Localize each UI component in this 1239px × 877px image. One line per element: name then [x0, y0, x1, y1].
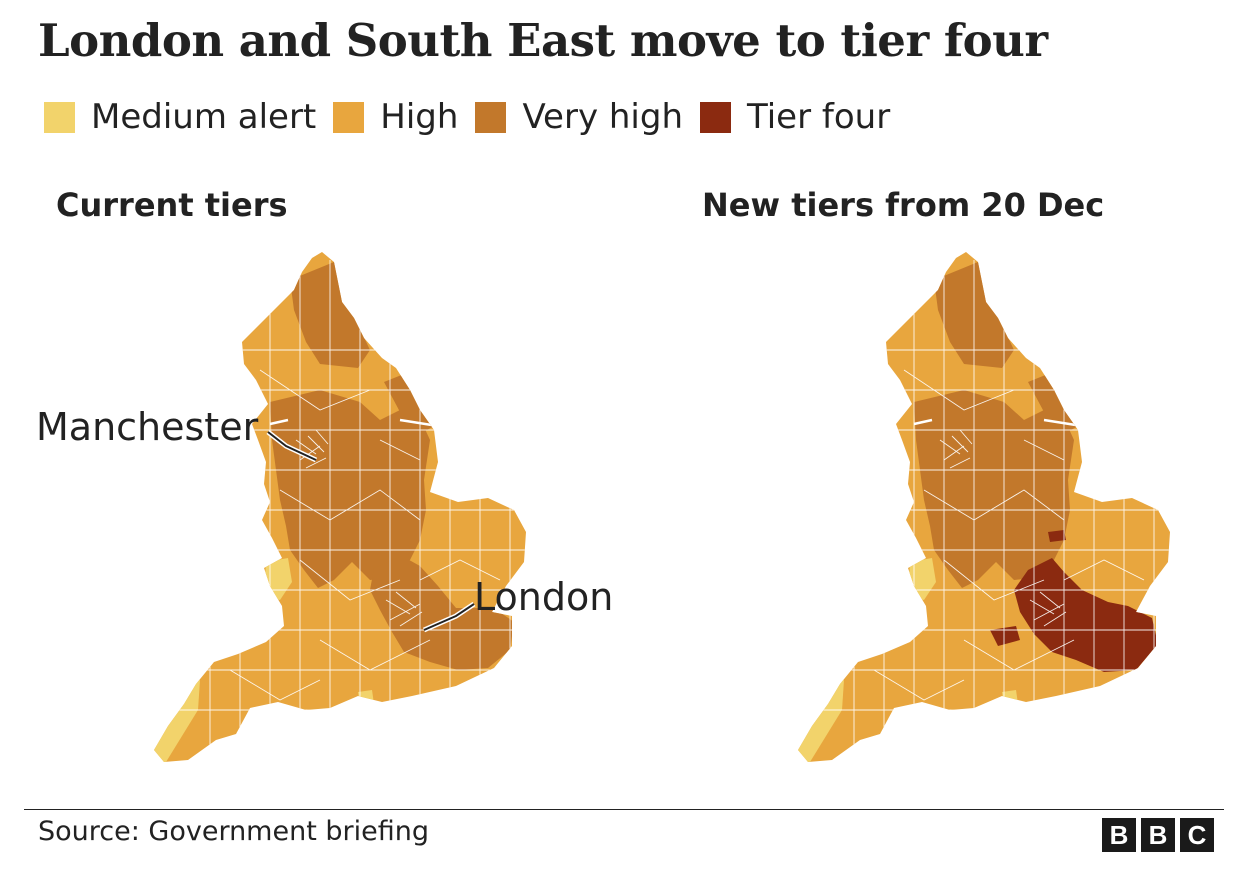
legend-label-medium-alert: Medium alert — [91, 97, 317, 137]
legend-item-medium-alert: Medium alert — [44, 97, 316, 137]
panel-title-new-tiers: New tiers from 20 Dec — [702, 186, 1105, 224]
bbc-logo-block: B — [1102, 818, 1136, 852]
legend: Medium alert High Very high Tier four — [44, 96, 907, 138]
legend-swatch-medium-alert — [44, 101, 75, 133]
legend-label-high: High — [380, 97, 459, 137]
legend-swatch-high — [333, 101, 365, 133]
district-boundaries-right — [804, 260, 1170, 760]
legend-label-tier-four: Tier four — [747, 97, 891, 137]
map-current-tiers — [154, 252, 526, 762]
legend-item-high: High — [333, 97, 458, 137]
region-tier-four-london-south-east — [1014, 558, 1158, 672]
map-new-tiers — [798, 252, 1170, 762]
legend-label-very-high: Very high — [522, 97, 684, 137]
panel-title-current-tiers: Current tiers — [56, 186, 288, 224]
bbc-logo: B B C — [1102, 818, 1214, 852]
region-yorkshire-coast — [1028, 374, 1078, 434]
region-yorkshire-coast — [384, 374, 434, 434]
legend-item-tier-four: Tier four — [700, 97, 890, 137]
region-tier-four-north — [1048, 530, 1066, 542]
legend-swatch-very-high — [475, 101, 507, 133]
region-tier-four-west — [990, 626, 1020, 646]
legend-item-very-high: Very high — [475, 97, 683, 137]
legend-swatch-tier-four — [700, 101, 732, 133]
callout-london: London — [474, 575, 614, 619]
source-note: Source: Government briefing — [38, 816, 429, 847]
callout-manchester: Manchester — [36, 405, 259, 449]
footer-divider — [24, 809, 1224, 810]
bbc-logo-block: C — [1180, 818, 1214, 852]
bbc-logo-block: B — [1141, 818, 1175, 852]
chart-title: London and South East move to tier four — [38, 14, 1048, 67]
